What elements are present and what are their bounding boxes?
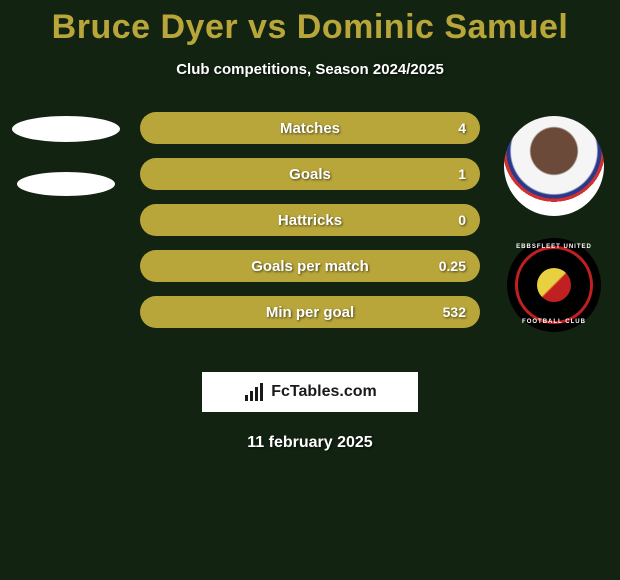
stat-row-min-per-goal: Min per goal 532 [140,296,480,328]
comparison-area: EBBSFLEET UNITED FOOTBALL CLUB Matches 4… [0,112,620,352]
stat-row-goals-per-match: Goals per match 0.25 [140,250,480,282]
player-right-avatar [504,116,604,216]
stat-right-value: 1 [458,166,466,182]
stat-row-matches: Matches 4 [140,112,480,144]
player-right-club-badge: EBBSFLEET UNITED FOOTBALL CLUB [507,238,601,332]
comparison-title: Bruce Dyer vs Dominic Samuel [0,0,620,47]
stat-bars: Matches 4 Goals 1 Hattricks 0 Goals per … [140,112,480,342]
player-left-club-badge [17,172,115,196]
stat-right-value: 532 [443,304,466,320]
club-badge-text-top: EBBSFLEET UNITED [516,244,592,250]
branding-badge: FcTables.com [202,372,418,412]
club-badge-text-bottom: FOOTBALL CLUB [522,319,586,325]
stat-label: Hattricks [278,212,342,229]
player-right-column: EBBSFLEET UNITED FOOTBALL CLUB [494,112,614,332]
player-left-column [6,112,126,196]
stat-right-value: 0 [458,212,466,228]
stat-row-hattricks: Hattricks 0 [140,204,480,236]
stat-label: Min per goal [266,304,354,321]
stat-right-value: 0.25 [439,258,466,274]
player-left-avatar [12,116,120,142]
club-badge-ring [515,246,593,324]
club-badge-center [537,268,571,302]
branding-text: FcTables.com [271,383,377,401]
snapshot-date: 11 february 2025 [0,434,620,452]
bar-chart-icon [243,383,265,401]
stat-label: Matches [280,120,340,137]
stat-row-goals: Goals 1 [140,158,480,190]
stat-right-value: 4 [458,120,466,136]
stat-label: Goals [289,166,331,183]
comparison-subtitle: Club competitions, Season 2024/2025 [0,61,620,78]
stat-label: Goals per match [251,258,369,275]
